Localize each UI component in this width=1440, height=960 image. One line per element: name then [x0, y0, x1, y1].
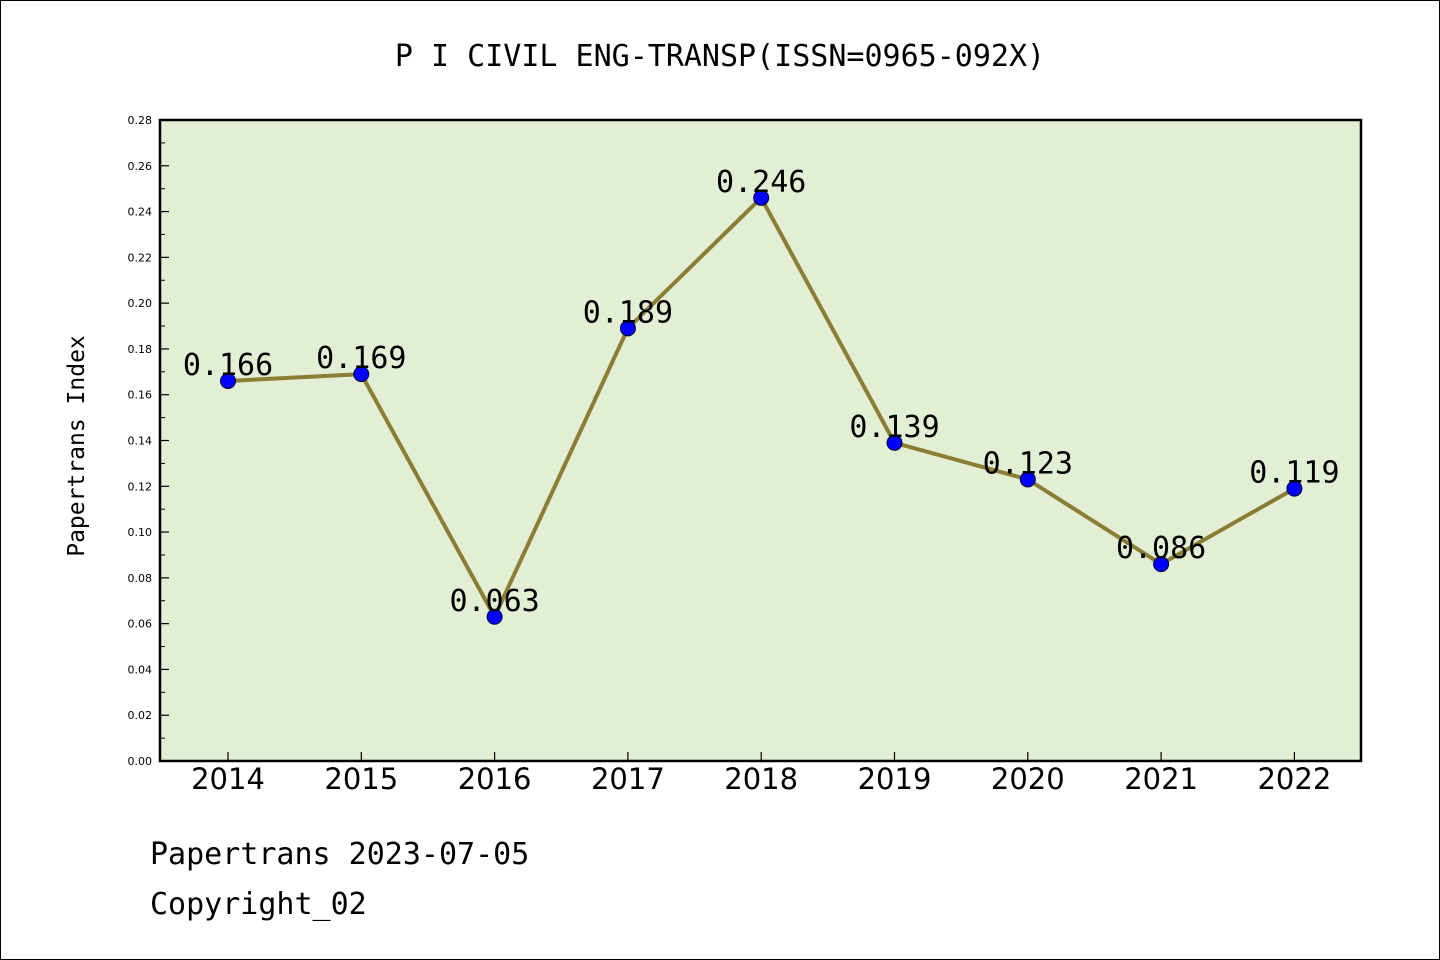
x-tick-label: 2021 [1124, 762, 1198, 796]
y-tick-label: 0.08 [128, 572, 153, 585]
y-axis-label: Papertrans Index [64, 335, 90, 557]
data-label: 0.169 [316, 341, 406, 376]
data-point [220, 372, 236, 389]
footer-date: Papertrans 2023-07-05 [150, 837, 529, 872]
data-point [619, 320, 636, 337]
y-tick-label: 0.06 [128, 618, 153, 631]
y-tick-label: 0.28 [128, 114, 153, 127]
y-tick-label: 0.12 [128, 480, 153, 493]
y-tick-label: 0.26 [128, 160, 153, 173]
data-point [1286, 480, 1303, 497]
y-tick-label: 0.14 [128, 435, 153, 448]
data-point [353, 366, 370, 383]
y-tick-label: 0.10 [128, 526, 153, 539]
x-tick-label: 2022 [1257, 762, 1331, 796]
y-tick-label: 0.16 [128, 389, 153, 402]
data-label: 0.189 [583, 295, 673, 330]
y-axis: 0.00 0.02 0.04 0.06 0.08 0.10 0.12 0.14 0.16 0.18… [128, 114, 169, 768]
plot-area [158, 118, 1363, 763]
data-label: 0.166 [183, 348, 273, 383]
y-tick-label: 0.00 [128, 755, 153, 768]
series-papertrans-index [220, 189, 1303, 625]
data-label: 0.139 [849, 410, 939, 445]
y-tick-label: 0.18 [128, 343, 153, 356]
data-point [1153, 556, 1170, 573]
data-label: 0.119 [1249, 456, 1339, 491]
x-axis: 2014 2015 2016 2017 2018 2019 2020 2021 2022 [191, 752, 1331, 796]
x-tick-label: 2019 [858, 762, 932, 796]
y-tick-label: 0.02 [128, 709, 153, 722]
data-label: 0.086 [1116, 531, 1206, 566]
y-tick-label: 0.22 [128, 251, 153, 264]
x-tick-label: 2014 [191, 762, 265, 796]
data-point [486, 608, 503, 625]
x-tick-label: 2020 [991, 762, 1065, 796]
y-tick-label: 0.20 [128, 297, 153, 310]
data-label: 0.123 [983, 446, 1073, 481]
data-point [1019, 471, 1036, 488]
y-tick-label: 0.04 [128, 663, 153, 676]
x-tick-label: 2018 [724, 762, 798, 796]
data-point [886, 434, 903, 451]
data-label: 0.063 [449, 584, 539, 619]
y-tick-label: 0.24 [128, 206, 153, 219]
footer-copyright: Copyright_02 [150, 887, 367, 922]
x-tick-label: 2016 [458, 762, 532, 796]
x-tick-label: 2017 [591, 762, 665, 796]
x-tick-label: 2015 [324, 762, 398, 796]
data-label: 0.246 [716, 165, 806, 200]
chart-title: P I CIVIL ENG-TRANSP(ISSN=0965-092X) [395, 39, 1045, 74]
data-point [753, 189, 770, 206]
data-labels: 0.166 0.169 0.063 0.189 0.246 0.139 0.123 0.086… [183, 165, 1340, 619]
